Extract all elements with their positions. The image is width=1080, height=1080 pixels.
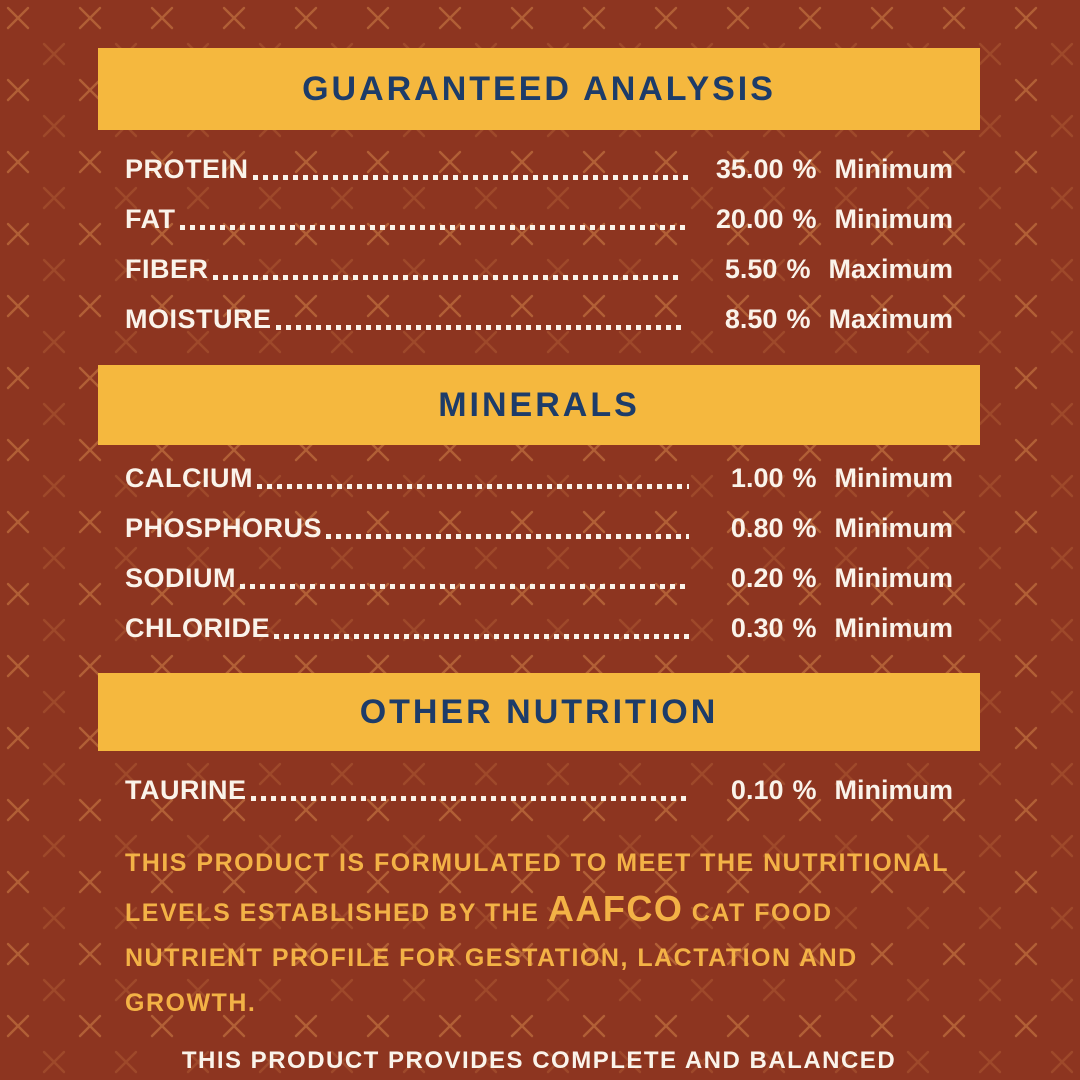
nutrient-label: PHOSPHORUS bbox=[125, 512, 323, 543]
percent-sign: % bbox=[786, 303, 811, 334]
section-title-guaranteed-analysis: GUARANTEED ANALYSIS bbox=[302, 69, 776, 108]
section-title-minerals: MINERALS bbox=[438, 385, 640, 424]
dotted-leader bbox=[252, 175, 690, 180]
nutrient-label: SODIUM bbox=[125, 562, 236, 593]
dotted-leader bbox=[256, 484, 690, 489]
nutrient-value: 20.00 bbox=[715, 203, 784, 234]
dotted-leader bbox=[240, 584, 690, 589]
nutrient-label: FAT bbox=[125, 203, 176, 234]
nutrient-label: MOISTURE bbox=[125, 303, 272, 334]
dotted-leader bbox=[275, 325, 684, 330]
aafco-statement: THIS PRODUCT IS FORMULATED TO MEET THE N… bbox=[125, 841, 953, 1026]
other-nutrition-rows: TAURINE 0.10 % Minimum bbox=[98, 765, 980, 815]
nutrient-row: FAT 20.00 % Minimum bbox=[125, 194, 953, 244]
section-bar-minerals: MINERALS bbox=[98, 365, 980, 445]
nutrient-label: CHLORIDE bbox=[125, 612, 270, 643]
percent-sign: % bbox=[792, 153, 817, 184]
percent-sign: % bbox=[792, 612, 817, 643]
qualifier-label: Maximum bbox=[828, 253, 953, 284]
nutrient-row: PHOSPHORUS 0.80 % Minimum bbox=[125, 503, 953, 553]
qualifier-label: Minimum bbox=[834, 462, 954, 493]
qualifier-label: Minimum bbox=[834, 153, 954, 184]
nutrient-value: 1.00 bbox=[730, 462, 784, 493]
nutrient-value: 8.50 bbox=[724, 303, 778, 334]
nutrient-label: PROTEIN bbox=[125, 153, 249, 184]
aafco-brand-name: AAFCO bbox=[547, 888, 684, 929]
nutrient-value: 0.80 bbox=[730, 512, 784, 543]
dotted-leader bbox=[326, 534, 690, 539]
qualifier-label: Minimum bbox=[834, 512, 954, 543]
section-title-other-nutrition: OTHER NUTRITION bbox=[359, 692, 719, 731]
aafco-statement-pre: THIS PRODUCT IS FORMULATED TO MEET THE N… bbox=[125, 849, 949, 927]
nutrient-row: SODIUM 0.20 % Minimum bbox=[125, 553, 953, 603]
qualifier-label: Maximum bbox=[828, 303, 953, 334]
nutrient-row: TAURINE 0.10 % Minimum bbox=[125, 765, 953, 815]
nutrient-row: CHLORIDE 0.30 % Minimum bbox=[125, 603, 953, 653]
minerals-rows: CALCIUM 1.00 % Minimum PHOSPHORUS 0.80 %… bbox=[98, 453, 980, 653]
aafco-statement-post: CAT FOOD NUTRIENT PROFILE FOR GESTATION,… bbox=[125, 899, 858, 1017]
nutrient-label: CALCIUM bbox=[125, 462, 253, 493]
nutrient-label: TAURINE bbox=[125, 774, 247, 805]
nutrient-value: 35.00 bbox=[715, 153, 784, 184]
guaranteed-analysis-rows: PROTEIN 35.00 % Minimum FAT 20.00 % Mini… bbox=[98, 144, 980, 344]
dotted-leader bbox=[250, 796, 690, 801]
nutrient-label: FIBER bbox=[125, 253, 209, 284]
qualifier-label: Minimum bbox=[834, 774, 954, 805]
percent-sign: % bbox=[792, 203, 817, 234]
nutrient-row: FIBER 5.50 % Maximum bbox=[125, 244, 953, 294]
dotted-leader bbox=[274, 634, 690, 639]
section-bar-other-nutrition: OTHER NUTRITION bbox=[98, 673, 980, 751]
qualifier-label: Minimum bbox=[834, 203, 954, 234]
percent-sign: % bbox=[792, 562, 817, 593]
nutrient-value: 0.20 bbox=[730, 562, 784, 593]
percent-sign: % bbox=[792, 774, 817, 805]
dotted-leader bbox=[179, 225, 690, 230]
percent-sign: % bbox=[786, 253, 811, 284]
nutrient-row: CALCIUM 1.00 % Minimum bbox=[125, 453, 953, 503]
qualifier-label: Minimum bbox=[834, 612, 954, 643]
nutrient-value: 5.50 bbox=[724, 253, 778, 284]
section-bar-guaranteed-analysis: GUARANTEED ANALYSIS bbox=[98, 48, 980, 130]
nutrient-value: 0.30 bbox=[730, 612, 784, 643]
percent-sign: % bbox=[792, 512, 817, 543]
dotted-leader bbox=[212, 275, 684, 280]
percent-sign: % bbox=[792, 462, 817, 493]
complete-balanced-statement: THIS PRODUCT PROVIDES COMPLETE AND BALAN… bbox=[181, 1047, 897, 1074]
nutrient-row: PROTEIN 35.00 % Minimum bbox=[125, 144, 953, 194]
nutrient-value: 0.10 bbox=[730, 774, 784, 805]
qualifier-label: Minimum bbox=[834, 562, 954, 593]
nutrient-row: MOISTURE 8.50 % Maximum bbox=[125, 294, 953, 344]
